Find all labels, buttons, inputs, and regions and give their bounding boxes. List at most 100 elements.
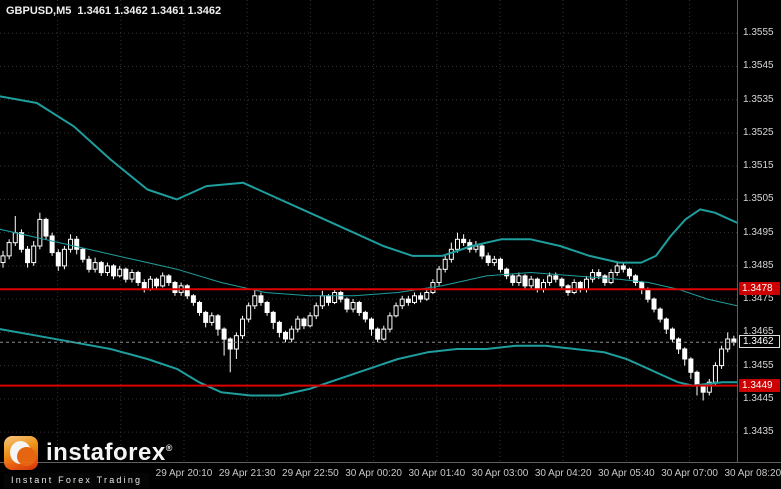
candle <box>485 252 491 266</box>
candle <box>590 269 596 283</box>
price-tick-label: 1.3555 <box>743 27 774 39</box>
candle <box>190 294 196 306</box>
candle <box>577 280 583 293</box>
candle <box>252 289 258 310</box>
time-tick-label: 30 Apr 08:20 <box>724 468 781 479</box>
price-tick-label: 1.3475 <box>743 293 774 305</box>
candle <box>497 257 503 273</box>
candle <box>688 357 694 379</box>
candle <box>602 274 608 286</box>
time-tick-label: 29 Apr 20:10 <box>155 468 213 479</box>
candle <box>614 262 620 276</box>
instaforex-logo-icon <box>4 436 38 470</box>
candle <box>160 272 166 288</box>
candle <box>0 250 6 268</box>
candle <box>319 290 325 310</box>
brand-name: instaforex <box>46 439 166 466</box>
instaforex-brand-text: instaforex® <box>46 441 173 465</box>
candle <box>25 246 31 268</box>
resistance-price-badge: 1.3478 <box>739 282 780 296</box>
candle <box>663 317 669 334</box>
candle <box>12 216 18 246</box>
candle <box>166 274 172 286</box>
price-tick-label: 1.3445 <box>743 392 774 404</box>
candle <box>454 232 460 253</box>
candle <box>111 264 117 280</box>
candle <box>123 267 129 283</box>
instaforex-watermark: instaforex® Instant Forex Trading <box>4 436 173 488</box>
candlestick-series <box>0 212 737 401</box>
current-price-badge: 1.3462 <box>739 335 780 349</box>
candle <box>141 279 147 293</box>
price-tick-label: 1.3515 <box>743 160 774 172</box>
candle <box>215 314 221 336</box>
candle <box>18 229 24 253</box>
candle <box>258 292 264 306</box>
candle <box>381 325 387 341</box>
candle <box>369 317 374 336</box>
candle <box>633 274 639 286</box>
candle <box>461 234 467 246</box>
price-tick-label: 1.3485 <box>743 259 774 271</box>
candle <box>283 330 289 343</box>
candle <box>307 312 313 328</box>
time-tick-label: 30 Apr 05:40 <box>598 468 655 479</box>
price-tick-label: 1.3505 <box>743 193 774 205</box>
candle <box>528 275 534 290</box>
candle <box>731 335 737 346</box>
candle <box>442 254 448 273</box>
candle <box>98 260 104 276</box>
candle <box>92 257 98 273</box>
candle <box>356 300 362 316</box>
candle <box>516 272 522 286</box>
candle <box>510 274 516 286</box>
price-tick-label: 1.3435 <box>743 426 774 438</box>
candle <box>682 347 688 366</box>
candle <box>626 267 632 280</box>
candle <box>313 302 319 320</box>
price-tick-label: 1.3535 <box>743 93 774 105</box>
candle <box>264 300 270 316</box>
candle <box>246 302 252 323</box>
bollinger-lower-band <box>0 328 737 397</box>
candle <box>301 317 307 330</box>
price-tick-label: 1.3495 <box>743 226 774 238</box>
time-tick-label: 29 Apr 22:50 <box>282 468 339 479</box>
candle <box>49 232 55 256</box>
candle <box>405 295 411 306</box>
candle <box>375 327 381 343</box>
candle <box>55 249 61 271</box>
time-tick-label: 30 Apr 04:20 <box>534 468 592 479</box>
candle <box>491 255 497 266</box>
candle <box>184 284 190 300</box>
candle <box>540 279 546 293</box>
candle <box>522 274 528 290</box>
price-axis: 1.3555 1.3545 1.3535 1.3525 1.3515 1.3505 1.34… <box>737 0 781 462</box>
candle <box>104 262 110 276</box>
candle <box>154 277 160 290</box>
candle <box>393 302 399 318</box>
candle <box>344 297 350 313</box>
candle <box>276 320 282 338</box>
candle <box>74 236 80 255</box>
candle <box>117 265 123 278</box>
candle <box>37 212 43 250</box>
candle <box>80 247 86 263</box>
candle <box>86 255 92 273</box>
bollinger-upper-band <box>0 95 737 264</box>
candle <box>639 280 645 295</box>
candle <box>209 312 215 326</box>
candle <box>669 327 675 343</box>
candle <box>418 292 424 303</box>
candle <box>350 299 356 313</box>
support-price-badge: 1.3449 <box>739 378 780 392</box>
instaforex-tagline: Instant Forex Trading <box>4 473 150 488</box>
candle <box>719 345 725 369</box>
time-tick-label: 29 Apr 21:30 <box>218 468 276 479</box>
time-tick-label: 30 Apr 01:40 <box>408 468 466 479</box>
chart-plot-area[interactable] <box>0 0 737 462</box>
price-tick-label: 1.3465 <box>743 326 774 338</box>
candle <box>270 310 276 330</box>
candle <box>504 267 510 280</box>
candle <box>338 290 344 303</box>
